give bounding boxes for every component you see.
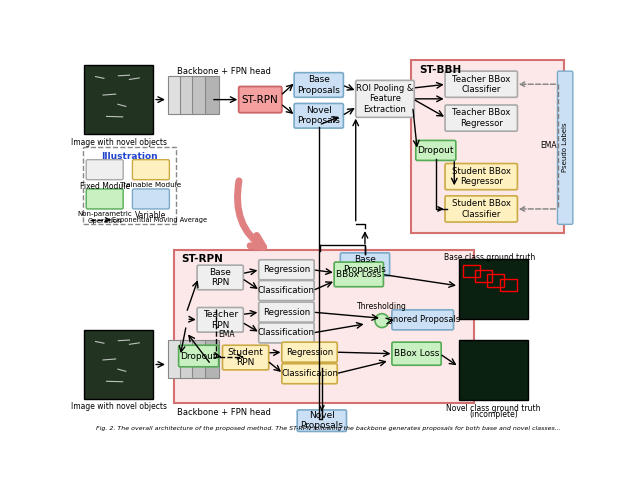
FancyBboxPatch shape [259, 302, 314, 322]
FancyBboxPatch shape [179, 345, 219, 367]
Text: Non-parametric
Operation: Non-parametric Operation [77, 211, 132, 224]
Text: BBox Loss: BBox Loss [336, 270, 381, 279]
FancyBboxPatch shape [445, 71, 517, 98]
FancyBboxPatch shape [168, 340, 182, 378]
Text: Classification: Classification [281, 369, 338, 378]
FancyBboxPatch shape [259, 281, 314, 300]
Text: Student BBox
Classifier: Student BBox Classifier [452, 199, 511, 219]
Text: ST-RPN: ST-RPN [182, 254, 223, 265]
FancyBboxPatch shape [205, 76, 219, 114]
FancyBboxPatch shape [239, 87, 282, 113]
FancyBboxPatch shape [83, 147, 175, 223]
FancyBboxPatch shape [557, 71, 573, 224]
Text: Exponential Moving Average: Exponential Moving Average [113, 217, 207, 223]
FancyBboxPatch shape [459, 259, 528, 319]
FancyBboxPatch shape [86, 189, 123, 209]
FancyBboxPatch shape [259, 260, 314, 280]
Text: Image with novel objects: Image with novel objects [70, 402, 166, 411]
Text: Image with novel objects: Image with novel objects [70, 138, 166, 147]
FancyBboxPatch shape [356, 80, 414, 117]
Text: Base
Proposals: Base Proposals [344, 255, 387, 274]
Text: Novel
Proposals: Novel Proposals [298, 106, 340, 125]
Text: Base
RPN: Base RPN [209, 268, 231, 287]
Text: Classification: Classification [258, 286, 315, 295]
FancyBboxPatch shape [340, 253, 390, 276]
FancyBboxPatch shape [193, 340, 206, 378]
Text: Fixed Module: Fixed Module [79, 182, 130, 191]
FancyBboxPatch shape [168, 76, 182, 114]
FancyBboxPatch shape [193, 76, 206, 114]
Text: Teacher BBox
Regressor: Teacher BBox Regressor [452, 108, 511, 128]
Text: Backbone + FPN head: Backbone + FPN head [177, 408, 271, 417]
Text: (incomplete): (incomplete) [469, 410, 518, 419]
FancyBboxPatch shape [132, 189, 170, 209]
Text: Trainable Module: Trainable Module [120, 182, 182, 188]
Text: Ignored Proposals: Ignored Proposals [385, 316, 460, 324]
Text: Illustration: Illustration [101, 152, 157, 161]
Text: Regression: Regression [286, 348, 333, 357]
FancyBboxPatch shape [197, 265, 243, 290]
FancyBboxPatch shape [294, 103, 344, 128]
Text: Thresholding: Thresholding [357, 302, 407, 311]
FancyBboxPatch shape [459, 340, 528, 400]
Text: ROI Pooling &
Feature
Extraction: ROI Pooling & Feature Extraction [356, 84, 413, 114]
Text: Student BBox
Regressor: Student BBox Regressor [452, 167, 511, 186]
FancyBboxPatch shape [297, 410, 346, 432]
Text: EMA: EMA [219, 330, 236, 339]
FancyBboxPatch shape [174, 250, 474, 403]
FancyBboxPatch shape [392, 310, 454, 330]
Text: Base class ground truth: Base class ground truth [444, 253, 535, 262]
Text: Student
RPN: Student RPN [228, 348, 264, 368]
Text: ST-RPN: ST-RPN [242, 95, 278, 104]
FancyBboxPatch shape [334, 262, 383, 287]
FancyBboxPatch shape [282, 342, 337, 362]
Text: Novel class ground truth: Novel class ground truth [446, 404, 541, 413]
Text: Dropout: Dropout [180, 351, 217, 361]
Text: EMA: EMA [540, 141, 557, 149]
Text: Teacher BBox
Classifier: Teacher BBox Classifier [452, 74, 511, 94]
FancyBboxPatch shape [294, 73, 344, 98]
FancyBboxPatch shape [86, 160, 123, 180]
FancyBboxPatch shape [416, 141, 456, 160]
FancyBboxPatch shape [223, 345, 269, 370]
Text: Regression: Regression [263, 265, 310, 274]
FancyBboxPatch shape [197, 308, 243, 332]
FancyBboxPatch shape [445, 105, 517, 131]
FancyBboxPatch shape [205, 340, 219, 378]
FancyBboxPatch shape [132, 160, 170, 180]
FancyBboxPatch shape [180, 340, 194, 378]
Text: BBox Loss: BBox Loss [394, 349, 439, 358]
Text: Base
Proposals: Base Proposals [298, 75, 340, 95]
Text: Teacher
RPN: Teacher RPN [203, 310, 238, 330]
Text: Classification: Classification [258, 328, 315, 338]
Text: Novel
Proposals: Novel Proposals [300, 411, 343, 430]
FancyBboxPatch shape [445, 196, 517, 222]
FancyBboxPatch shape [84, 65, 153, 134]
Text: Dropout: Dropout [417, 146, 454, 155]
FancyBboxPatch shape [180, 76, 194, 114]
Text: Pseudo Labels: Pseudo Labels [562, 122, 568, 172]
Text: Regression: Regression [263, 308, 310, 317]
FancyBboxPatch shape [445, 164, 517, 190]
FancyBboxPatch shape [84, 330, 153, 399]
FancyBboxPatch shape [411, 60, 564, 233]
FancyBboxPatch shape [282, 364, 337, 384]
Text: Fig. 2. The overall architecture of the proposed method. The ST-RPN following th: Fig. 2. The overall architecture of the … [95, 426, 561, 432]
Text: ST-BBH: ST-BBH [419, 65, 461, 75]
FancyBboxPatch shape [259, 323, 314, 343]
Text: Variable: Variable [135, 211, 166, 220]
Text: Backbone + FPN head: Backbone + FPN head [177, 67, 271, 75]
FancyBboxPatch shape [392, 342, 441, 365]
Circle shape [375, 314, 389, 327]
